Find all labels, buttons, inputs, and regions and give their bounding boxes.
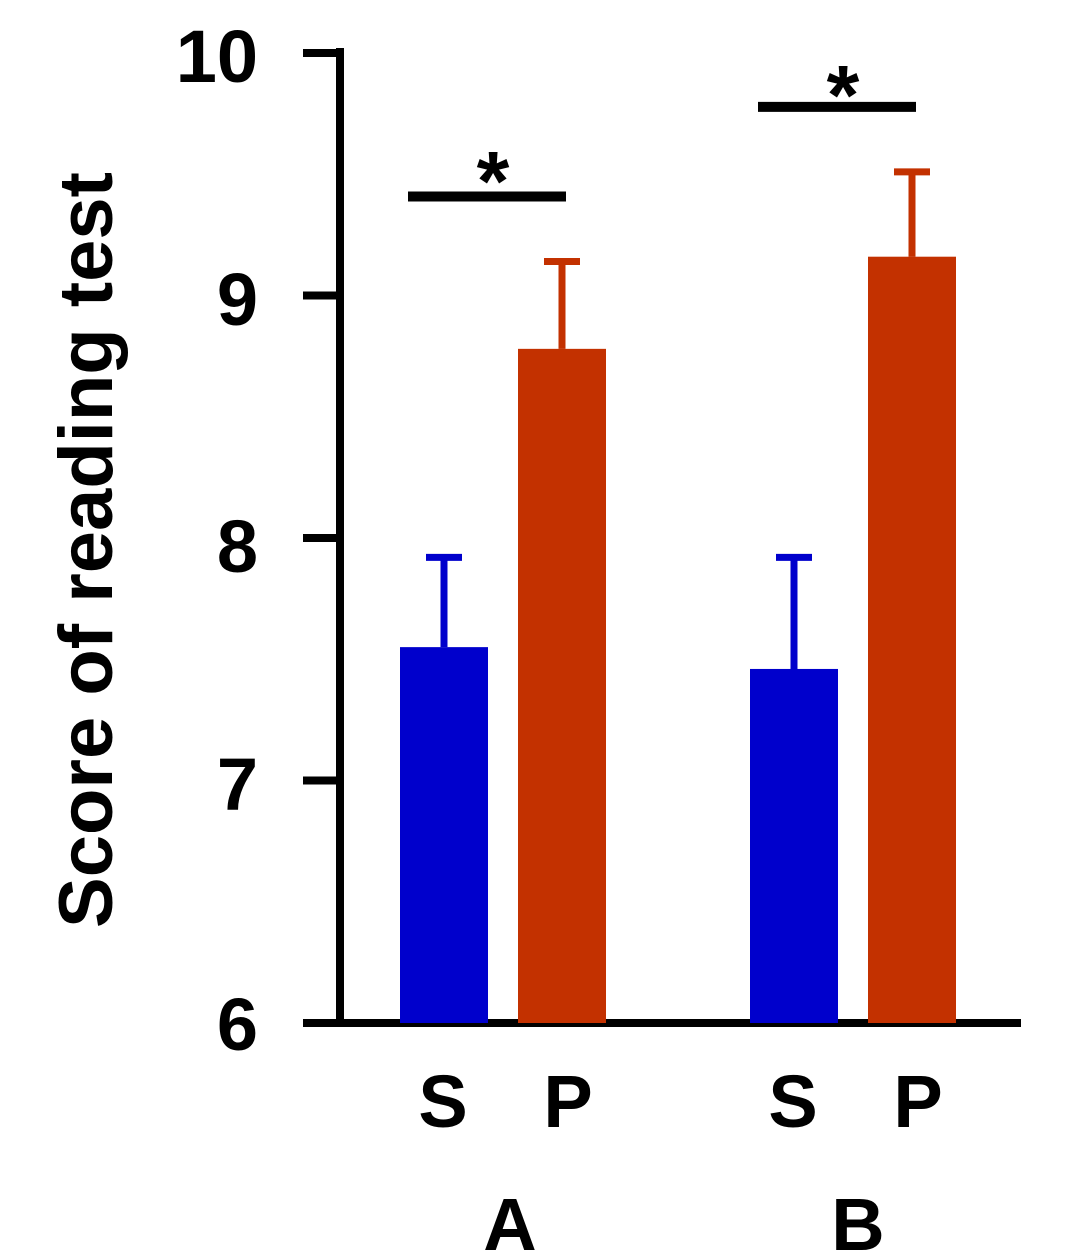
y-tick-label: 6 <box>217 983 258 1066</box>
bar-A-P <box>518 348 606 1024</box>
bar-B-S <box>750 668 838 1023</box>
x-tick-label-B-S: S <box>768 1060 817 1143</box>
y-axis-label: Score of reading test <box>44 172 129 928</box>
x-tick-label-B-P: P <box>893 1060 942 1143</box>
bar-B-P <box>868 256 956 1023</box>
significance-marker-B: * <box>827 48 860 142</box>
x-tick-label-A-S: S <box>418 1060 467 1143</box>
y-tick-label: 7 <box>217 743 258 826</box>
bar-A-S <box>400 647 488 1023</box>
y-tick-label: 8 <box>217 505 258 588</box>
group-label-B: B <box>831 1183 884 1260</box>
group-label-A: A <box>483 1183 536 1260</box>
x-tick-label-A-P: P <box>543 1060 592 1143</box>
y-tick-label: 10 <box>176 15 258 98</box>
y-tick-label: 9 <box>217 258 258 341</box>
significance-marker-A: * <box>477 134 510 228</box>
